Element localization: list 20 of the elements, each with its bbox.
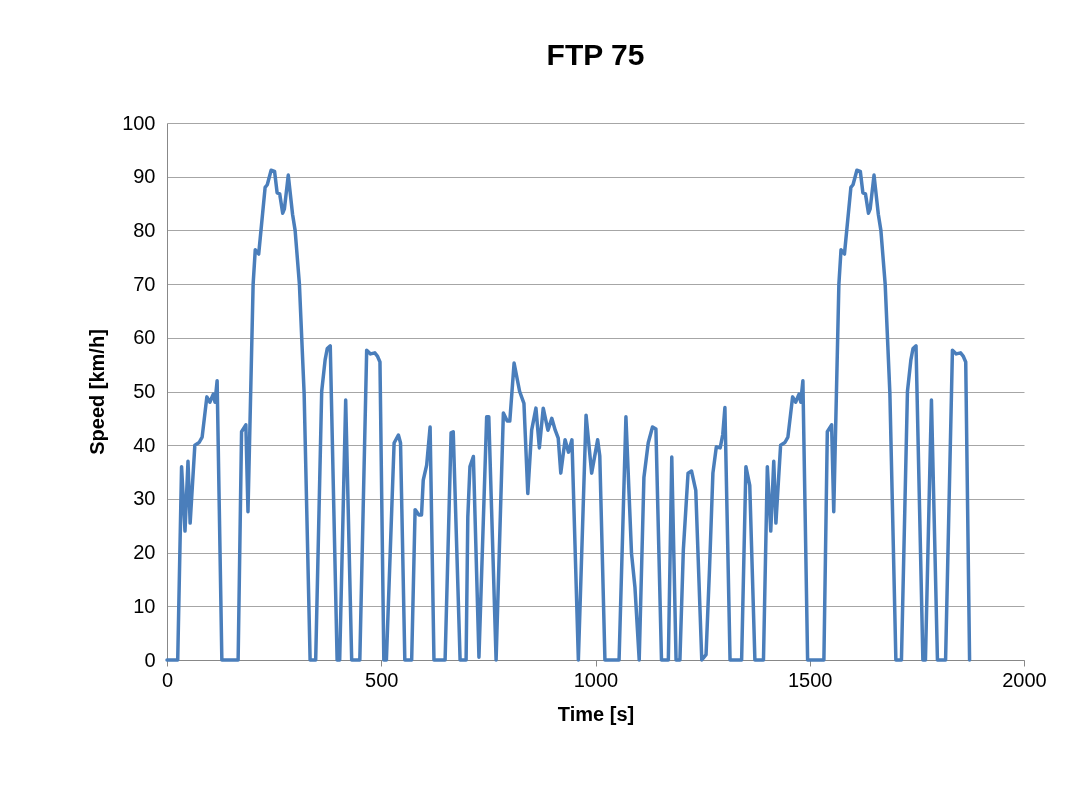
y-tick-label: 30 (133, 487, 156, 510)
y-tick-label: 10 (133, 594, 156, 617)
x-tick-label: 1000 (573, 668, 619, 691)
chart-title: FTP 75 (546, 38, 645, 71)
y-tick-label: 60 (133, 326, 156, 349)
y-tick-label: 20 (133, 541, 156, 564)
y-tick-label: 0 (144, 648, 156, 671)
y-tick-label: 80 (133, 218, 156, 241)
y-tick-label: 100 (122, 111, 156, 134)
y-tick-label: 50 (133, 380, 156, 402)
x-axis-title: Time [s] (557, 702, 635, 725)
x-tick-label: 0 (161, 668, 174, 691)
x-tick-label: 1500 (788, 668, 833, 691)
x-tick-label: 2000 (1002, 668, 1047, 691)
y-tick-label: 70 (133, 272, 156, 295)
x-tick-label: 500 (365, 668, 399, 691)
y-tick-label: 90 (133, 165, 156, 188)
y-tick-label: 40 (133, 433, 156, 456)
line-series (165, 168, 972, 662)
y-axis-title: Speed [km/h] (86, 329, 109, 455)
